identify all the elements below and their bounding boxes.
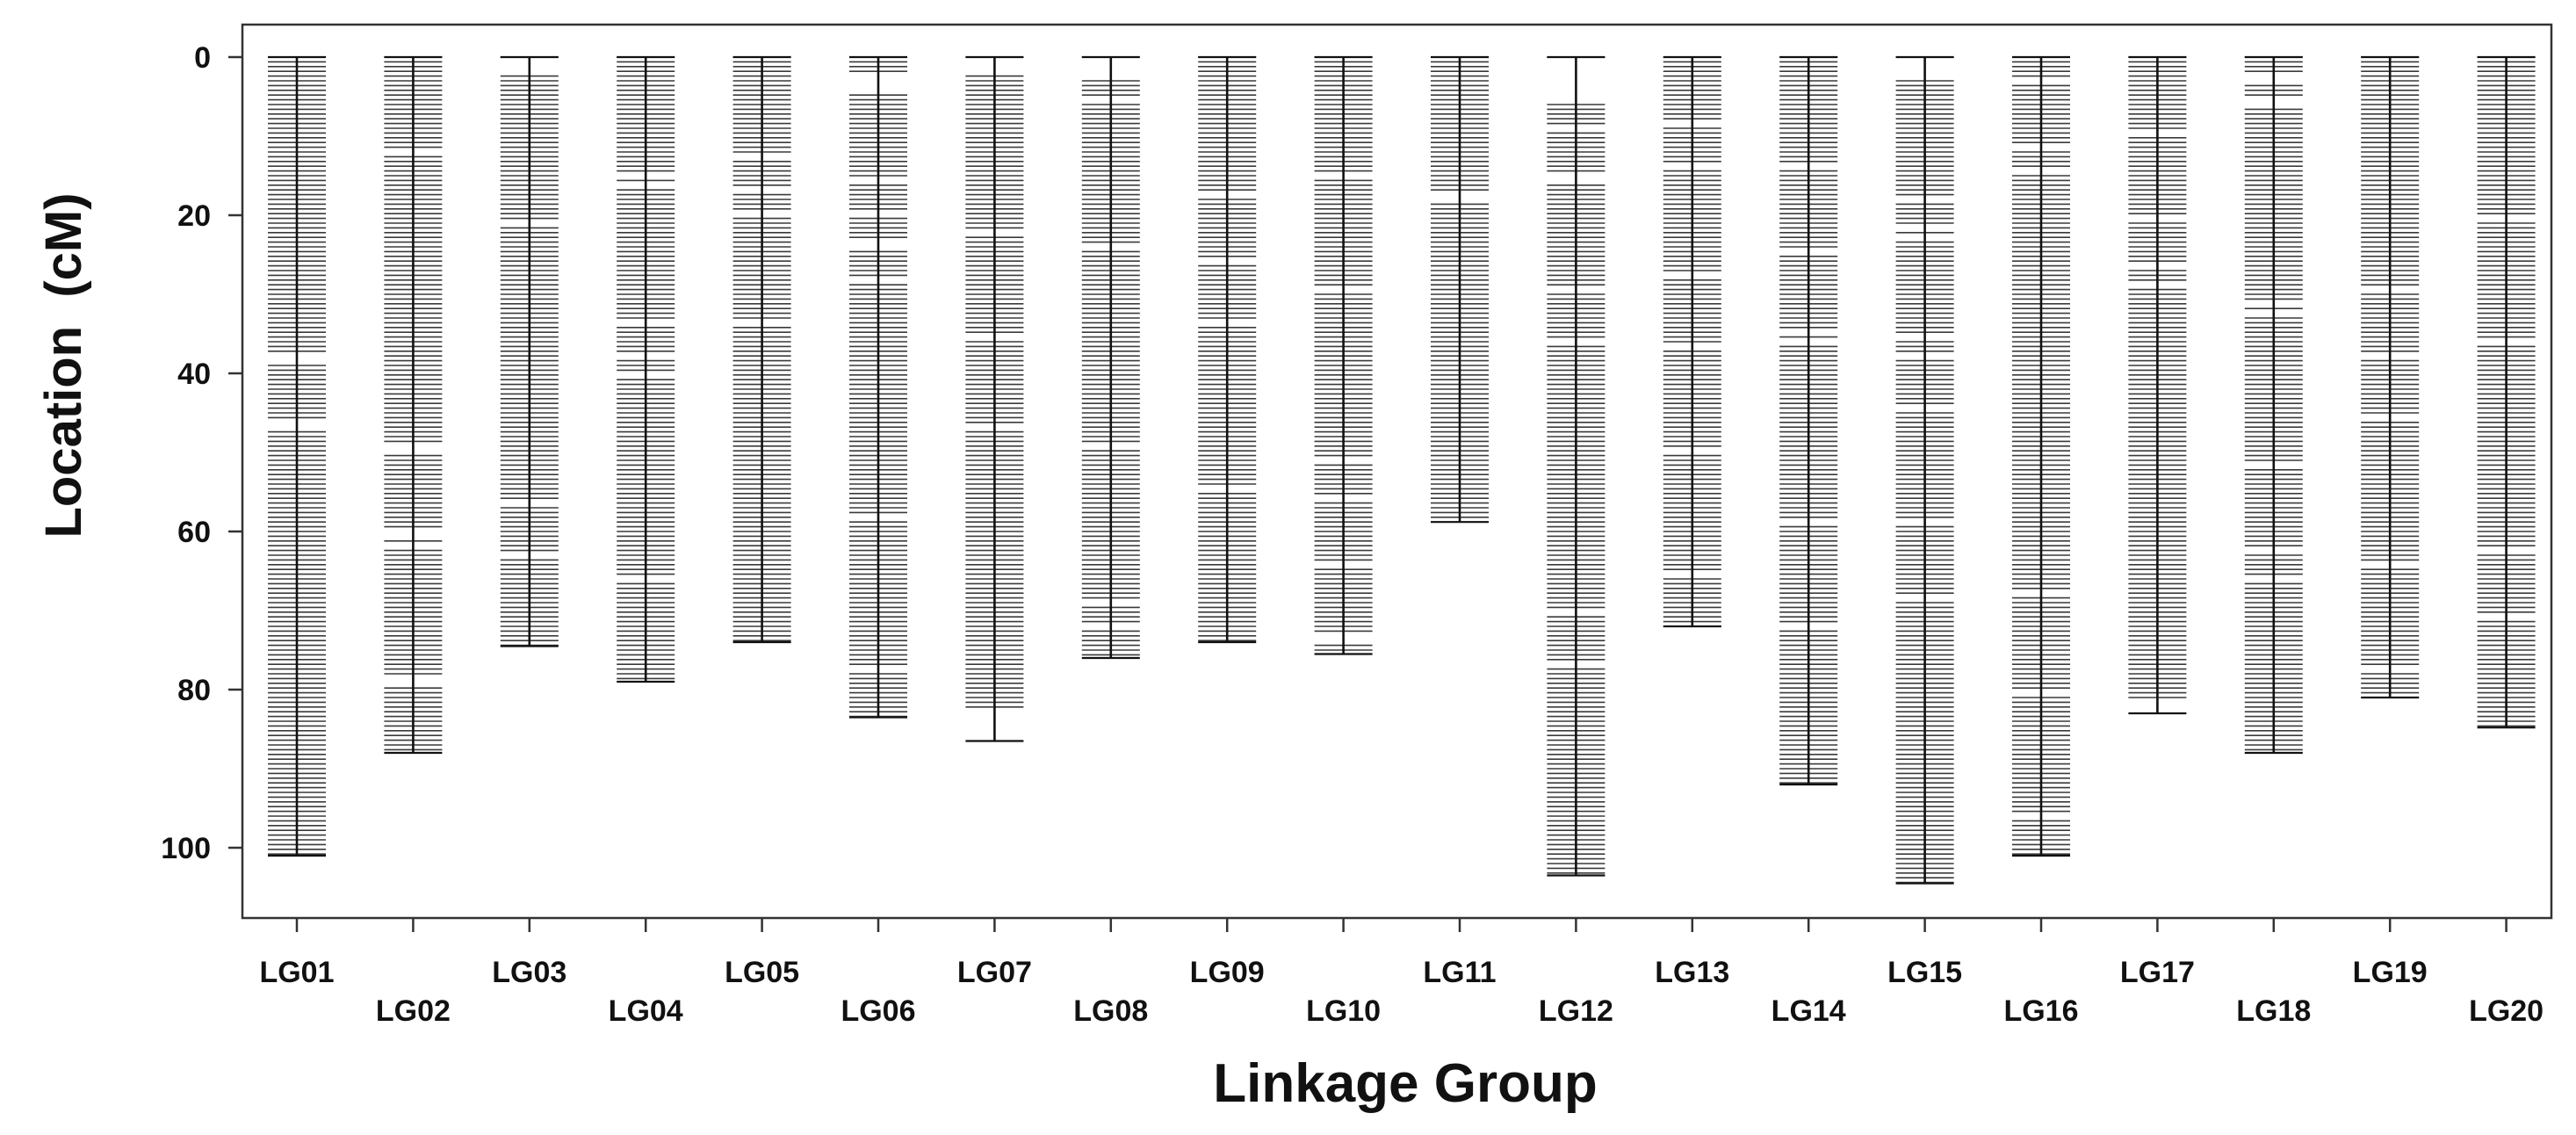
y-tick-label: 60 — [177, 516, 211, 549]
linkage-group-lg11 — [1431, 55, 1489, 524]
x-tick-label: LG04 — [609, 994, 683, 1028]
linkage-group-lg09 — [1198, 55, 1257, 644]
linkage-group-lg04 — [617, 55, 675, 683]
x-tick-label: LG10 — [1306, 994, 1381, 1028]
x-axis: LG01 LG02 LG03 LG04 LG05 LG06 LG07 LG08 LG09 LG10… — [259, 918, 2544, 1028]
x-tick-label: LG17 — [2120, 956, 2195, 989]
x-tick-label: LG15 — [1887, 956, 1962, 989]
linkage-group-lg03 — [500, 55, 559, 647]
x-axis-title: Linkage Group — [1213, 1053, 1597, 1114]
x-tick-label: LG05 — [725, 956, 799, 989]
linkage-group-lg13 — [1663, 55, 1721, 628]
y-tick-label: 20 — [177, 199, 211, 233]
x-tick-label: LG20 — [2469, 994, 2544, 1028]
linkage-group-lg16 — [2012, 55, 2070, 857]
x-tick-label: LG07 — [957, 956, 1032, 989]
linkage-group-lg10 — [1314, 55, 1373, 655]
y-tick-label: 80 — [177, 674, 211, 707]
linkage-group-lg15 — [1895, 55, 1954, 885]
linkage-group-lg12 — [1547, 55, 1605, 877]
plot-frame — [241, 23, 2553, 920]
linkage-group-lg17 — [2128, 55, 2187, 715]
y-axis: 0 20 40 60 80 100 — [161, 41, 242, 865]
x-tick-label: LG18 — [2236, 994, 2311, 1028]
x-tick-label: LG02 — [376, 994, 451, 1028]
x-tick-label: LG11 — [1423, 956, 1496, 989]
linkage-group-lg05 — [732, 55, 791, 644]
linkage-group-lg18 — [2244, 55, 2303, 755]
x-tick-label: LG14 — [1771, 994, 1846, 1028]
y-axis-title: Location (cM) — [35, 192, 92, 538]
linkage-group-lg14 — [1779, 55, 1838, 786]
x-tick-label: LG19 — [2353, 956, 2428, 989]
x-tick-label: LG09 — [1190, 956, 1265, 989]
linkage-group-lg19 — [2361, 55, 2420, 699]
x-tick-label: LG12 — [1539, 994, 1613, 1028]
x-tick-label: LG06 — [841, 994, 915, 1028]
y-tick-label: 40 — [177, 358, 211, 391]
x-tick-label: LG16 — [2003, 994, 2078, 1028]
x-tick-label: LG01 — [259, 956, 334, 989]
y-tick-label: 0 — [194, 41, 211, 75]
linkage-group-lg06 — [849, 55, 907, 719]
linkage-groups — [268, 55, 2536, 885]
x-tick-label: LG03 — [492, 956, 566, 989]
linkage-group-lg02 — [384, 55, 443, 755]
linkage-group-lg08 — [1081, 55, 1140, 660]
x-tick-label: LG08 — [1073, 994, 1148, 1028]
linkage-group-lg20 — [2477, 55, 2536, 729]
y-tick-label: 100 — [161, 832, 211, 865]
linkage-group-lg01 — [268, 55, 326, 857]
linkage-group-lg07 — [965, 55, 1024, 742]
x-tick-label: LG13 — [1655, 956, 1729, 989]
